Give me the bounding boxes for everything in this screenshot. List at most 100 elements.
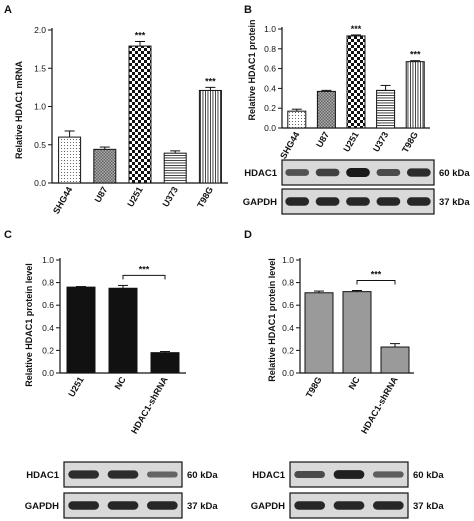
blot-kda-label: 60 kDa	[413, 470, 444, 481]
bar	[163, 152, 187, 184]
blot-band	[376, 197, 401, 206]
panel-a-ylabel: Relative HDAC1 mRNA	[14, 60, 24, 159]
bar	[198, 89, 222, 184]
bar	[108, 287, 138, 374]
category-label: T98G	[304, 375, 324, 399]
y-tick-label: 0.2	[264, 103, 276, 113]
y-tick-label: 0.0	[42, 368, 54, 378]
panel-a: A Relative HDAC1 mRNA 0.0 0.5 1.0 1.5 2.0 SHG…	[4, 4, 228, 216]
y-tick-label: 0.6	[42, 300, 54, 310]
panel-c-blot: HDAC1 60 kDa GAPDH 37 kDa	[25, 461, 218, 519]
panel-d: D Relative HDAC1 protein level 0.0 0.2 0.4…	[244, 229, 444, 519]
blot-band	[406, 168, 431, 177]
blot-band	[372, 501, 404, 510]
bar	[66, 286, 96, 374]
bar	[316, 90, 336, 129]
blot-band	[294, 501, 326, 510]
y-tick-label: 0.6	[264, 64, 276, 74]
blot-band	[68, 501, 100, 510]
y-tick-label: 1.0	[42, 255, 54, 265]
panel-d-ylabel: Relative HDAC1 protein level	[267, 258, 277, 382]
y-tick-label: 2.0	[34, 25, 46, 35]
significance-bracket	[356, 280, 396, 285]
bar	[128, 45, 152, 184]
blot-row-label: GAPDH	[25, 501, 59, 512]
significance-bracket	[122, 274, 166, 280]
bracket-label: ***	[139, 264, 150, 274]
blot-band	[146, 501, 178, 510]
blot-kda-label: 60 kDa	[187, 470, 218, 481]
category-label: T98G	[195, 185, 215, 209]
category-label: NC	[113, 375, 128, 392]
blot-band	[376, 169, 401, 176]
category-label: U87	[93, 185, 110, 204]
category-label: U251	[341, 130, 360, 154]
bar	[287, 110, 307, 129]
y-tick-label: 0.4	[282, 323, 294, 333]
blot-band	[406, 197, 431, 206]
significance-label: ***	[135, 30, 146, 40]
category-label: HDAC1-shRNA	[129, 375, 170, 436]
y-tick-label: 0.8	[42, 278, 54, 288]
y-tick-label: 0.8	[264, 44, 276, 54]
significance-label: ***	[410, 50, 421, 60]
y-tick-label: 0.2	[42, 345, 54, 355]
y-tick-label: 1.0	[264, 24, 276, 34]
blot-band	[107, 501, 139, 510]
panel-b-ylabel: Relative HDAC1 protein	[247, 19, 257, 120]
bar	[93, 148, 117, 184]
panel-c: C Relative HDAC1 protein level 0.0 0.2 0.4…	[4, 229, 218, 519]
significance-label: ***	[351, 24, 362, 34]
bracket-label: ***	[371, 270, 382, 280]
y-tick-label: 0.0	[264, 123, 276, 133]
bar	[58, 136, 82, 184]
y-tick-label: 0.5	[34, 140, 46, 150]
blot-row-label: HDAC1	[244, 168, 277, 179]
panel-c-letter: C	[4, 229, 12, 241]
blot-row-label: HDAC1	[26, 470, 59, 481]
category-label: SHG44	[278, 130, 301, 161]
bar	[376, 89, 396, 129]
category-label: HDAC1-shRNA	[359, 375, 400, 436]
y-tick-label: 1.0	[282, 255, 294, 265]
blot-kda-label: 37 kDa	[187, 501, 218, 512]
blot-band	[146, 471, 178, 478]
blot-row-label: GAPDH	[243, 197, 277, 208]
blot-band	[346, 197, 370, 206]
bar	[346, 35, 366, 129]
y-tick-label: 0.0	[282, 368, 294, 378]
bar	[342, 291, 372, 374]
bar	[304, 292, 334, 374]
blot-band	[107, 470, 139, 479]
blot-band	[315, 168, 340, 177]
y-tick-label: 0.4	[42, 323, 54, 333]
blot-band	[68, 470, 100, 479]
panel-b-blot: HDAC1 60 kDa GAPDH 37 kDa	[243, 159, 470, 215]
panel-b: B Relative HDAC1 protein 0.0 0.2 0.4 0.6 0.8…	[243, 4, 470, 215]
blot-band	[285, 169, 310, 176]
blot-kda-label: 37 kDa	[439, 197, 470, 208]
y-tick-label: 0.8	[282, 278, 294, 288]
blot-row-label: HDAC1	[252, 470, 285, 481]
blot-band	[285, 197, 310, 206]
panel-c-ylabel: Relative HDAC1 protein level	[24, 263, 34, 387]
blot-row-label: GAPDH	[251, 501, 285, 512]
panel-c-chart: 0.0 0.2 0.4 0.6 0.8 1.0 U251 NC HDAC1-shRNA ***	[42, 255, 186, 435]
category-label: U373	[371, 130, 390, 154]
y-tick-label: 0.0	[34, 178, 46, 188]
blot-band	[333, 501, 365, 510]
bar	[405, 61, 425, 129]
y-tick-label: 0.2	[282, 345, 294, 355]
panel-d-blot: HDAC1 60 kDa GAPDH 37 kDa	[251, 461, 444, 519]
blot-kda-label: 37 kDa	[413, 501, 444, 512]
blot-band	[294, 471, 326, 478]
y-tick-label: 0.6	[282, 300, 294, 310]
blot-band	[372, 471, 404, 478]
blot-band	[315, 197, 340, 206]
category-label: T98G	[400, 130, 420, 154]
panel-b-chart: 0.0 0.2 0.4 0.6 0.8 1.0 SHG44 U87 *** U251 U373 ***…	[264, 24, 430, 161]
category-label: U251	[125, 185, 144, 209]
category-label: NC	[347, 375, 362, 392]
